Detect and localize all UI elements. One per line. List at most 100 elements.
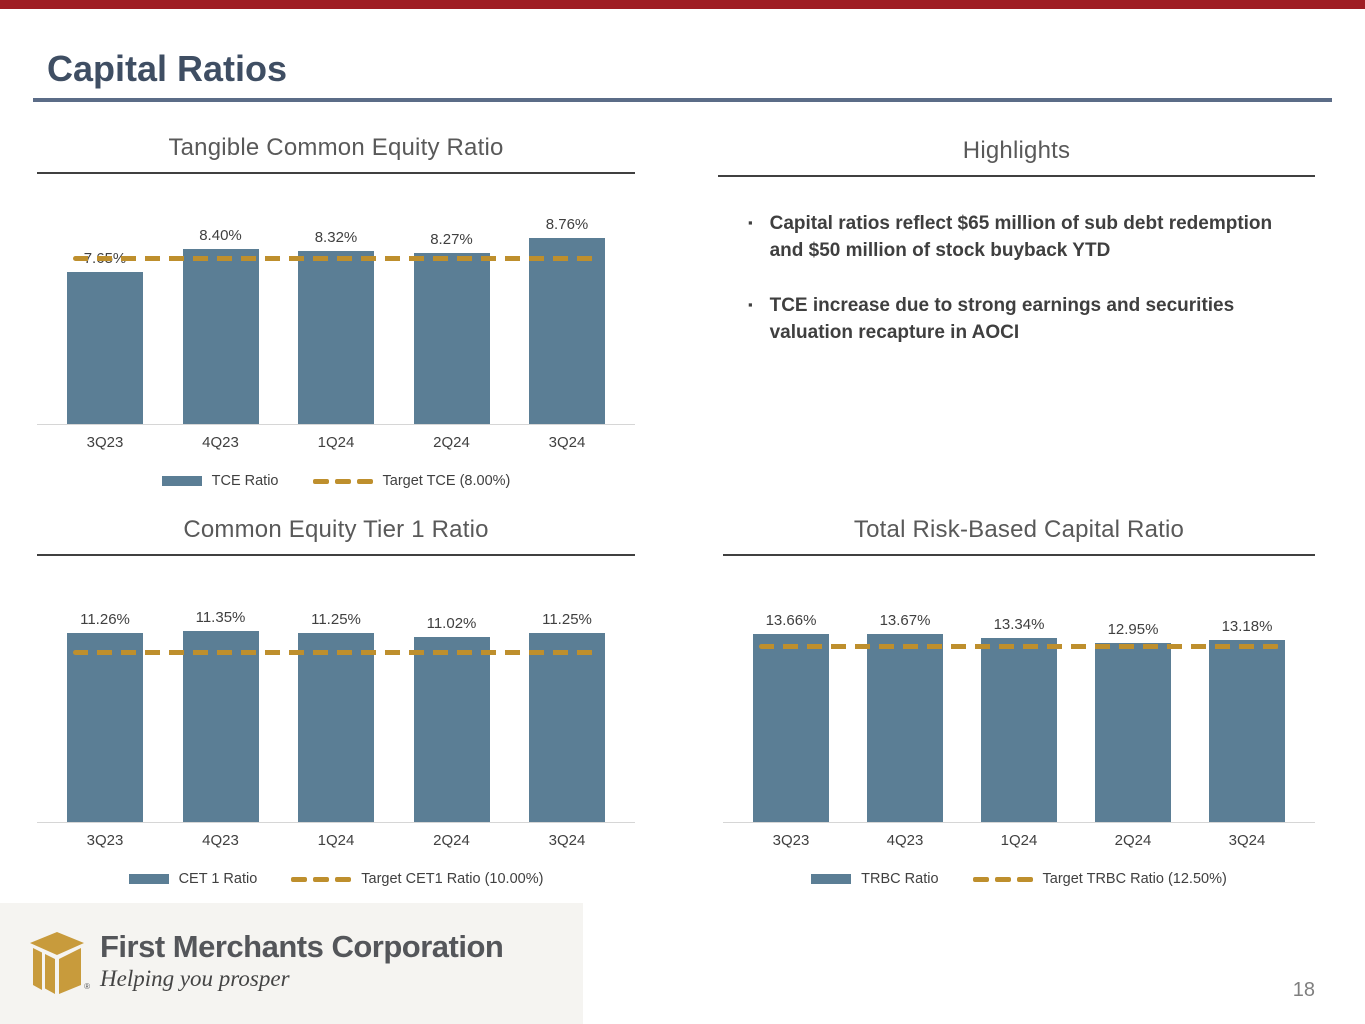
x-axis-label: 3Q23 bbox=[772, 832, 810, 849]
x-axis-label: 3Q24 bbox=[548, 434, 586, 451]
bar-value-label: 13.66% bbox=[765, 612, 817, 629]
x-axis-label: 1Q24 bbox=[1000, 832, 1038, 849]
target-dashed-line bbox=[73, 256, 599, 261]
x-axis-label: 1Q24 bbox=[317, 832, 355, 849]
bar-value-label: 8.76% bbox=[545, 216, 589, 233]
bar-value-label: 8.27% bbox=[430, 231, 473, 248]
bar-3Q23 bbox=[753, 634, 829, 822]
x-axis-label: 4Q23 bbox=[886, 832, 924, 849]
bar-value-label: 11.35% bbox=[195, 609, 246, 626]
bar-value-label: 8.40% bbox=[199, 227, 242, 244]
bar-2Q24 bbox=[1095, 643, 1171, 822]
x-axis-label: 3Q23 bbox=[86, 434, 124, 451]
bar-swatch-icon bbox=[811, 874, 852, 884]
bar-1Q24 bbox=[298, 633, 374, 822]
x-axis-label: 3Q24 bbox=[1228, 832, 1266, 849]
bar-value-label: 11.26% bbox=[80, 611, 130, 628]
bar-swatch-icon bbox=[128, 874, 169, 884]
bar-value-label: 11.25% bbox=[542, 611, 592, 628]
dashed-line-swatch-icon bbox=[972, 876, 1033, 882]
x-axis-label: 4Q23 bbox=[202, 832, 239, 849]
highlights-list: ▪ Capital ratios reflect $65 million of s… bbox=[718, 211, 1315, 346]
bar-group: 11.02% bbox=[413, 615, 490, 822]
target-dashed-line bbox=[759, 644, 1279, 649]
legend-label: Target TCE (8.00%) bbox=[382, 473, 511, 489]
bar-value-label: 13.18% bbox=[1221, 618, 1273, 635]
bar-group: 12.95% bbox=[1095, 621, 1171, 822]
cet1-x-axis: 3Q23 4Q23 1Q24 2Q24 3Q24 bbox=[37, 832, 635, 849]
x-axis-label: 1Q24 bbox=[317, 434, 355, 451]
x-axis-label: 3Q23 bbox=[86, 832, 124, 849]
bar-group: 11.26% bbox=[67, 611, 143, 822]
bullet-text: TCE increase due to strong earnings and … bbox=[769, 295, 1235, 343]
top-accent-bar bbox=[0, 0, 1365, 9]
bar-3Q23 bbox=[67, 272, 143, 424]
x-axis-label: 2Q24 bbox=[1114, 832, 1152, 849]
tce-chart-panel: Tangible Common Equity Ratio 7.65% 8.40% 8… bbox=[37, 128, 635, 489]
chart-title-tce: Tangible Common Equity Ratio bbox=[168, 134, 504, 161]
x-axis-label: 4Q23 bbox=[202, 434, 239, 451]
bar-4Q23 bbox=[182, 249, 259, 424]
bar-group: 11.25% bbox=[298, 611, 374, 822]
legend-item-series: TCE Ratio bbox=[161, 473, 279, 489]
bar-value-label: 13.67% bbox=[879, 612, 931, 629]
x-axis-label: 2Q24 bbox=[433, 434, 470, 451]
bar-value-label: 11.02% bbox=[426, 615, 477, 632]
legend-item-target: Target CET1 Ratio (10.00%) bbox=[291, 871, 543, 887]
highlights-title-underline bbox=[718, 175, 1315, 177]
bar-swatch-icon bbox=[161, 476, 202, 486]
first-merchants-box-icon: ® bbox=[28, 931, 90, 997]
bar-group: 11.25% bbox=[529, 611, 605, 822]
bar-group: 13.66% bbox=[753, 612, 829, 822]
x-axis-label: 3Q24 bbox=[548, 832, 586, 849]
bullet-text: Capital ratios reflect $65 million of su… bbox=[769, 213, 1273, 261]
trbc-chart-plot: 13.66% 13.67% 13.34% 12.95% 13.18% bbox=[723, 612, 1315, 823]
bar-group: 13.67% bbox=[867, 612, 943, 822]
chart-title-underline bbox=[37, 172, 635, 174]
highlights-title: Highlights bbox=[962, 137, 1071, 164]
bar-value-label: 11.25% bbox=[311, 611, 361, 628]
legend-label: TCE Ratio bbox=[211, 473, 279, 489]
logo-text: First Merchants Corporation Helping you … bbox=[100, 928, 504, 993]
bar-1Q24 bbox=[981, 638, 1057, 822]
bar-group: 13.34% bbox=[981, 616, 1057, 822]
bar-3Q24 bbox=[1209, 640, 1285, 822]
legend-item-target: Target TCE (8.00%) bbox=[312, 473, 511, 489]
x-axis-label: 2Q24 bbox=[433, 832, 470, 849]
cet1-chart-plot: 11.26% 11.35% 11.25% 11.02% 11.25% bbox=[37, 609, 635, 823]
company-logo: ® First Merchants Corporation Helping yo… bbox=[28, 928, 504, 997]
bar-2Q24 bbox=[413, 637, 490, 822]
trbc-legend: TRBC Ratio Target TRBC Ratio (12.50%) bbox=[723, 871, 1315, 887]
bar-group: 11.35% bbox=[182, 609, 259, 822]
registered-trademark: ® bbox=[84, 981, 90, 991]
bar-value-label: 12.95% bbox=[1107, 621, 1159, 638]
footer-logo-band: ® First Merchants Corporation Helping yo… bbox=[0, 903, 583, 1024]
company-tagline: Helping you prosper bbox=[100, 966, 290, 992]
bar-3Q23 bbox=[67, 633, 143, 822]
highlights-panel: Highlights ▪ Capital ratios reflect $65 m… bbox=[718, 131, 1315, 375]
bar-4Q23 bbox=[182, 631, 259, 822]
legend-label: Target TRBC Ratio (12.50%) bbox=[1042, 871, 1227, 887]
highlight-bullet: ▪ TCE increase due to strong earnings and… bbox=[748, 293, 1315, 346]
bullet-icon: ▪ bbox=[748, 297, 753, 313]
bar-group: 8.32% bbox=[298, 229, 374, 424]
dashed-line-swatch-icon bbox=[291, 876, 352, 882]
chart-title-cet1: Common Equity Tier 1 Ratio bbox=[183, 516, 489, 543]
legend-label: Target CET1 Ratio (10.00%) bbox=[361, 871, 544, 887]
bar-4Q23 bbox=[867, 634, 943, 822]
bullet-icon: ▪ bbox=[748, 215, 753, 230]
trbc-x-axis: 3Q23 4Q23 1Q24 2Q24 3Q24 bbox=[723, 832, 1315, 849]
bar-2Q24 bbox=[413, 253, 490, 424]
company-name: First Merchants Corporation bbox=[100, 928, 504, 964]
legend-label: CET 1 Ratio bbox=[178, 871, 258, 887]
cet1-chart-panel: Common Equity Tier 1 Ratio 11.26% 11.35% 1… bbox=[37, 510, 635, 887]
legend-label: TRBC Ratio bbox=[861, 871, 939, 887]
bar-group: 8.27% bbox=[413, 231, 490, 424]
highlight-bullet: ▪ Capital ratios reflect $65 million of s… bbox=[748, 211, 1315, 264]
tce-legend: TCE Ratio Target TCE (8.00%) bbox=[37, 473, 635, 489]
chart-title-underline bbox=[723, 554, 1315, 556]
tce-chart-plot: 7.65% 8.40% 8.32% 8.27% 8.76% bbox=[37, 216, 635, 425]
bar-3Q24 bbox=[529, 633, 605, 822]
bar-group: 8.40% bbox=[182, 227, 259, 424]
